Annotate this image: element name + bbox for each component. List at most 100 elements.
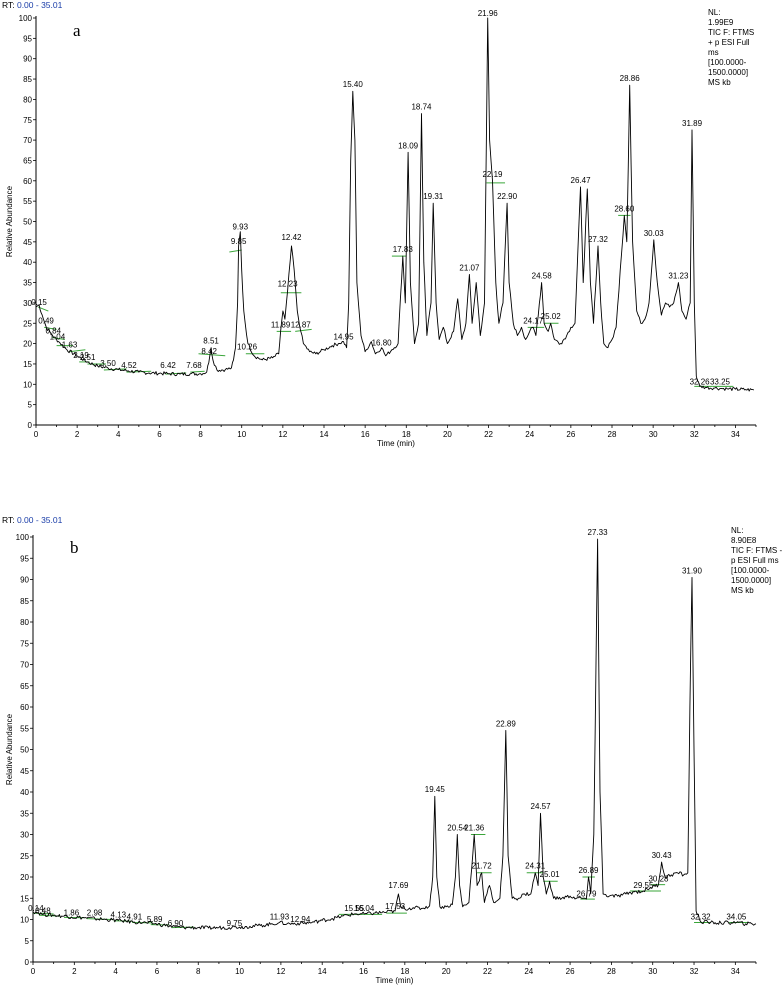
- y-tick-label: 90: [20, 576, 29, 585]
- peak-label: 5.89: [147, 915, 163, 924]
- peak-label: 33.25: [710, 377, 731, 386]
- info-line: 1500.0000]: [731, 576, 771, 585]
- y-tick-label: 25: [20, 852, 29, 861]
- peak-label: 7.68: [186, 361, 202, 370]
- baseline-segment: [52, 337, 65, 341]
- info-line: TIC F: FTMS: [708, 28, 754, 37]
- peak-label: 1.63: [62, 341, 78, 350]
- peak-label: 30.28: [648, 874, 669, 883]
- y-tick-label: 70: [23, 136, 32, 145]
- x-tick-label: 30: [649, 430, 658, 439]
- y-tick-label: 95: [20, 554, 29, 563]
- peak-label: 12.94: [290, 915, 311, 924]
- x-tick-label: 26: [566, 967, 575, 976]
- peak-label: 16.80: [372, 339, 393, 348]
- peak-label: 17.53: [385, 902, 406, 911]
- peak-label: 21.72: [472, 862, 493, 871]
- y-tick-label: 25: [23, 319, 32, 328]
- x-tick-label: 8: [198, 430, 203, 439]
- peak-label: 34.05: [726, 913, 747, 922]
- info-line: MS kb: [708, 78, 731, 87]
- y-tick-label: 55: [23, 197, 32, 206]
- peak-label: 0.49: [38, 316, 54, 325]
- x-tick-label: 8: [196, 967, 201, 976]
- info-line: MS kb: [731, 586, 754, 595]
- x-tick-label: 16: [359, 967, 368, 976]
- info-line: 1500.0000]: [708, 68, 748, 77]
- x-tick-label: 18: [400, 967, 409, 976]
- y-tick-label: 45: [20, 767, 29, 776]
- peak-label: 18.09: [398, 141, 419, 150]
- x-tick-label: 24: [524, 967, 533, 976]
- peak-label: 0.15: [31, 298, 47, 307]
- peak-label: 14.95: [334, 333, 355, 342]
- peak-label: 11.93: [270, 913, 290, 922]
- peak-label: 31.90: [682, 566, 703, 575]
- x-tick-label: 18: [402, 430, 411, 439]
- x-tick-label: 4: [113, 967, 118, 976]
- y-tick-label: 30: [20, 831, 29, 840]
- peak-label: 22.19: [482, 170, 503, 179]
- y-tick-label: 5: [25, 937, 30, 946]
- y-tick-label: 35: [20, 809, 29, 818]
- peak-label: 26.79: [576, 889, 597, 898]
- info-line: NL:: [708, 8, 720, 17]
- peak-label: 30.43: [652, 851, 673, 860]
- x-tick-label: 32: [690, 430, 699, 439]
- y-tick-label: 45: [23, 238, 32, 247]
- peak-label: 27.33: [588, 528, 609, 537]
- peak-label: 4.52: [121, 361, 137, 370]
- x-tick-label: 28: [608, 430, 617, 439]
- y-tick-label: 50: [20, 746, 29, 755]
- x-tick-label: 14: [318, 967, 327, 976]
- peak-label: 12.23: [278, 280, 299, 289]
- peak-label: 0.14: [28, 904, 44, 913]
- baseline-segment: [295, 328, 312, 332]
- peak-label: 26.47: [571, 176, 592, 185]
- peak-label: 22.90: [497, 192, 518, 201]
- peak-label: 32.32: [691, 913, 712, 922]
- y-tick-label: 0: [25, 958, 30, 967]
- y-tick-label: 40: [23, 258, 32, 267]
- info-line: ms: [708, 48, 719, 57]
- peak-label: 4.91: [127, 913, 143, 922]
- peak-label: 24.57: [531, 802, 552, 811]
- y-tick-label: 65: [20, 682, 29, 691]
- peak-label: 0.48: [35, 906, 51, 915]
- y-tick-label: 95: [23, 34, 32, 43]
- info-line: 8.90E8: [731, 536, 757, 545]
- peak-label: 20.54: [447, 823, 468, 832]
- info-line: + p ESI Full: [708, 38, 750, 47]
- y-tick-label: 80: [23, 95, 32, 104]
- y-tick-label: 35: [23, 279, 32, 288]
- chart-panel-b: RT: 0.00 - 35.01051015202530354045505560…: [2, 515, 782, 985]
- peak-label: 4.13: [111, 911, 127, 920]
- peak-label: 9.75: [227, 919, 243, 928]
- peak-label: 8.51: [203, 337, 219, 346]
- peak-label: 19.45: [425, 785, 446, 794]
- x-tick-label: 0: [34, 430, 39, 439]
- peak-label: 24.17: [523, 316, 544, 325]
- x-tick-label: 2: [75, 430, 80, 439]
- y-tick-label: 70: [20, 661, 29, 670]
- x-tick-label: 14: [320, 430, 329, 439]
- x-tick-label: 6: [155, 967, 160, 976]
- peak-label: 15.40: [343, 80, 364, 89]
- baseline-segment: [86, 918, 112, 920]
- peak-label: 2.98: [87, 908, 103, 917]
- y-tick-label: 85: [20, 597, 29, 606]
- peak-label: 21.96: [478, 9, 499, 18]
- x-tick-label: 16: [361, 430, 370, 439]
- rt-label: RT:: [2, 0, 17, 10]
- x-tick-label: 22: [483, 967, 492, 976]
- peak-label: 28.60: [614, 204, 635, 213]
- peak-label: 26.89: [578, 866, 599, 875]
- peak-label: 6.90: [168, 919, 184, 928]
- peak-label: 18.74: [411, 103, 432, 112]
- y-tick-label: 60: [23, 177, 32, 186]
- y-tick-label: 10: [20, 916, 29, 925]
- x-tick-label: 12: [276, 967, 285, 976]
- y-tick-label: 90: [23, 55, 32, 64]
- y-axis-title: Relative Abundance: [5, 713, 14, 785]
- y-tick-label: 40: [20, 788, 29, 797]
